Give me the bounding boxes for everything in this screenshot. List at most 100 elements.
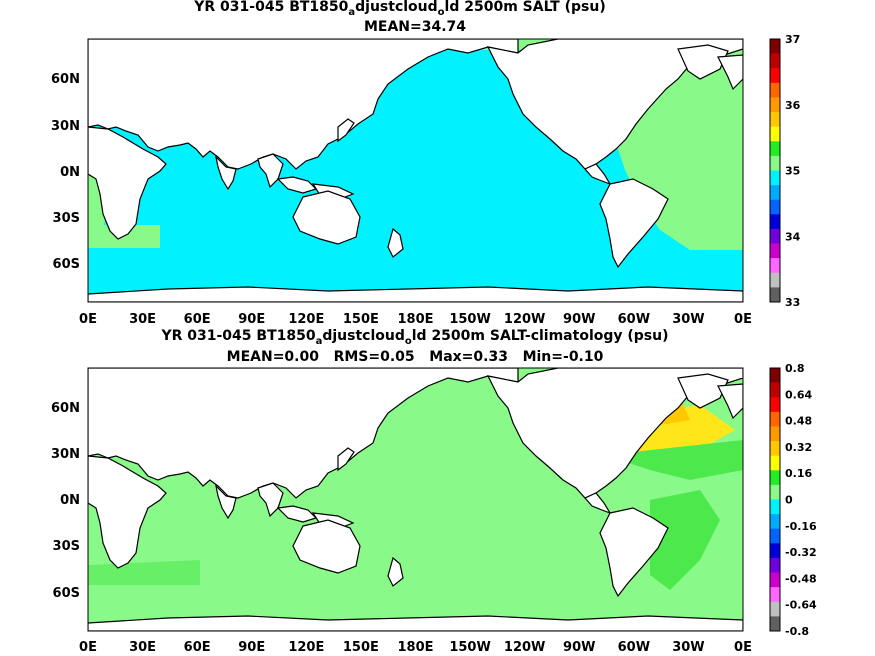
bottom-panel: YR 031-045 BT1850adjustcloudold 2500m SA…	[51, 328, 817, 655]
bottom-frame	[87, 367, 744, 632]
bottom-ytick: 60S	[53, 586, 80, 601]
top-map	[88, 39, 743, 302]
top-frame	[87, 38, 744, 303]
x-tick-label: 180E	[397, 640, 433, 655]
colorbar-swatch	[770, 199, 780, 215]
colorbar-swatch	[770, 441, 780, 456]
colorbar-swatch	[770, 112, 780, 127]
x-tick-label: 120W	[504, 312, 545, 327]
colorbar-swatch	[770, 82, 780, 98]
x-tick-label: 60W	[618, 312, 650, 327]
colorbar-swatch	[770, 68, 780, 84]
colorbar-frame	[769, 367, 781, 632]
top-title-line2: MEAN=34.74	[364, 19, 466, 35]
bottom-colorbar: 0.8 0.64 0.48 0.32 0.16 0 -0.16 -0.32 -0.48 -0.64…	[769, 362, 817, 638]
colorbar-label: 35	[785, 165, 800, 178]
x-tick-label: 30W	[672, 312, 704, 327]
colorbar-swatch	[770, 470, 780, 486]
colorbar-label: 36	[785, 99, 801, 112]
colorbar-swatch	[770, 155, 780, 171]
colorbar-swatch	[770, 514, 780, 530]
x-tick-label: 0E	[79, 640, 97, 655]
colorbar-swatch	[770, 185, 780, 201]
colorbar-swatch	[770, 455, 780, 471]
x-tick-label: 30W	[672, 640, 704, 655]
x-tick-label: 60W	[618, 640, 650, 655]
top-ytick: 30N	[51, 119, 80, 134]
bottom-map	[88, 368, 743, 631]
x-tick-label: 90E	[238, 312, 265, 327]
top-colorbar: 37 36 35 34 33	[769, 33, 801, 309]
colorbar-label: 0.8	[785, 362, 805, 375]
colorbar-label: 37	[785, 33, 800, 46]
colorbar-swatch	[770, 499, 780, 515]
top-ytick: 0N	[60, 165, 80, 180]
colorbar-frame	[769, 38, 781, 303]
x-tick-label: 30E	[129, 640, 156, 655]
colorbar-swatch	[770, 572, 780, 588]
top-panel: YR 031-045 BT1850adjustcloudold 2500m SA…	[51, 0, 801, 327]
bottom-south-atlantic-band	[650, 490, 720, 590]
bottom-x-axis: 0E 30E 60E 90E 120E 150E 180E 150W 120W 90W 60W 30W…	[79, 640, 752, 655]
colorbar-swatch	[770, 587, 780, 603]
colorbar-swatch	[770, 214, 780, 230]
x-tick-label: 60E	[184, 640, 211, 655]
colorbar-label: 0.64	[785, 388, 812, 401]
colorbar-label: 0	[785, 494, 793, 507]
x-tick-label: 90E	[238, 640, 265, 655]
colorbar-swatch	[770, 411, 780, 427]
top-x-axis: 0E 30E 60E 90E 120E 150E 180E 150W 120W 90W 60W 30W…	[79, 312, 752, 327]
bottom-y-axis: 60N 30N 0N 30S 60S	[51, 401, 80, 601]
top-ytick: 30S	[53, 211, 80, 226]
colorbar-swatch	[770, 141, 780, 157]
x-tick-label: 150E	[343, 640, 379, 655]
top-ytick: 60S	[53, 257, 80, 272]
bottom-title-line2: MEAN=0.00 RMS=0.05 Max=0.33 Min=-0.10	[227, 349, 604, 365]
x-tick-label: 0E	[734, 640, 752, 655]
x-tick-label: 150W	[449, 640, 490, 655]
top-ytick: 60N	[51, 72, 80, 87]
x-tick-label: 0E	[79, 312, 97, 327]
top-title-line1: YR 031-045 BT1850adjustcloudold 2500m SA…	[193, 0, 605, 18]
colorbar-swatch	[770, 368, 780, 383]
colorbar-swatch	[770, 39, 780, 54]
colorbar-label: -0.8	[785, 625, 809, 638]
colorbar-label: 0.48	[785, 415, 812, 428]
x-tick-label: 180E	[397, 312, 433, 327]
colorbar-swatch	[770, 287, 780, 303]
colorbar-swatch	[770, 557, 780, 573]
colorbar-label: 0.16	[785, 467, 812, 480]
colorbar-label: -0.32	[785, 546, 817, 559]
bottom-ytick: 30S	[53, 539, 80, 554]
colorbar-swatch	[770, 616, 780, 632]
colorbar-swatch	[770, 243, 780, 259]
x-tick-label: 120E	[288, 640, 324, 655]
colorbar-swatch	[770, 528, 780, 544]
colorbar-label: 34	[785, 230, 801, 243]
colorbar-label: -0.16	[785, 520, 817, 533]
top-y-axis: 60N 30N 0N 30S 60S	[51, 72, 80, 272]
colorbar-swatch	[770, 97, 780, 113]
colorbar-swatch	[770, 258, 780, 274]
colorbar-swatch	[770, 126, 780, 142]
bottom-title-line1: YR 031-045 BT1850adjustcloudold 2500m SA…	[160, 328, 668, 347]
bottom-atlantic-band	[605, 440, 743, 480]
bottom-ytick: 0N	[60, 493, 80, 508]
colorbar-swatch	[770, 426, 780, 442]
x-tick-label: 120W	[504, 640, 545, 655]
x-tick-label: 60E	[184, 312, 211, 327]
colorbar-swatch	[770, 543, 780, 559]
colorbar-swatch	[770, 397, 780, 413]
x-tick-label: 30E	[129, 312, 156, 327]
colorbar-label: 0.32	[785, 441, 812, 454]
colorbar-swatch	[770, 484, 780, 500]
colorbar-swatch	[770, 382, 780, 398]
colorbar-label: -0.48	[785, 572, 817, 585]
bottom-ytick: 30N	[51, 447, 80, 462]
x-tick-label: 90W	[563, 312, 595, 327]
colorbar-swatch	[770, 228, 780, 244]
x-tick-label: 120E	[288, 312, 324, 327]
colorbar-swatch	[770, 601, 780, 617]
x-tick-label: 150W	[449, 312, 490, 327]
